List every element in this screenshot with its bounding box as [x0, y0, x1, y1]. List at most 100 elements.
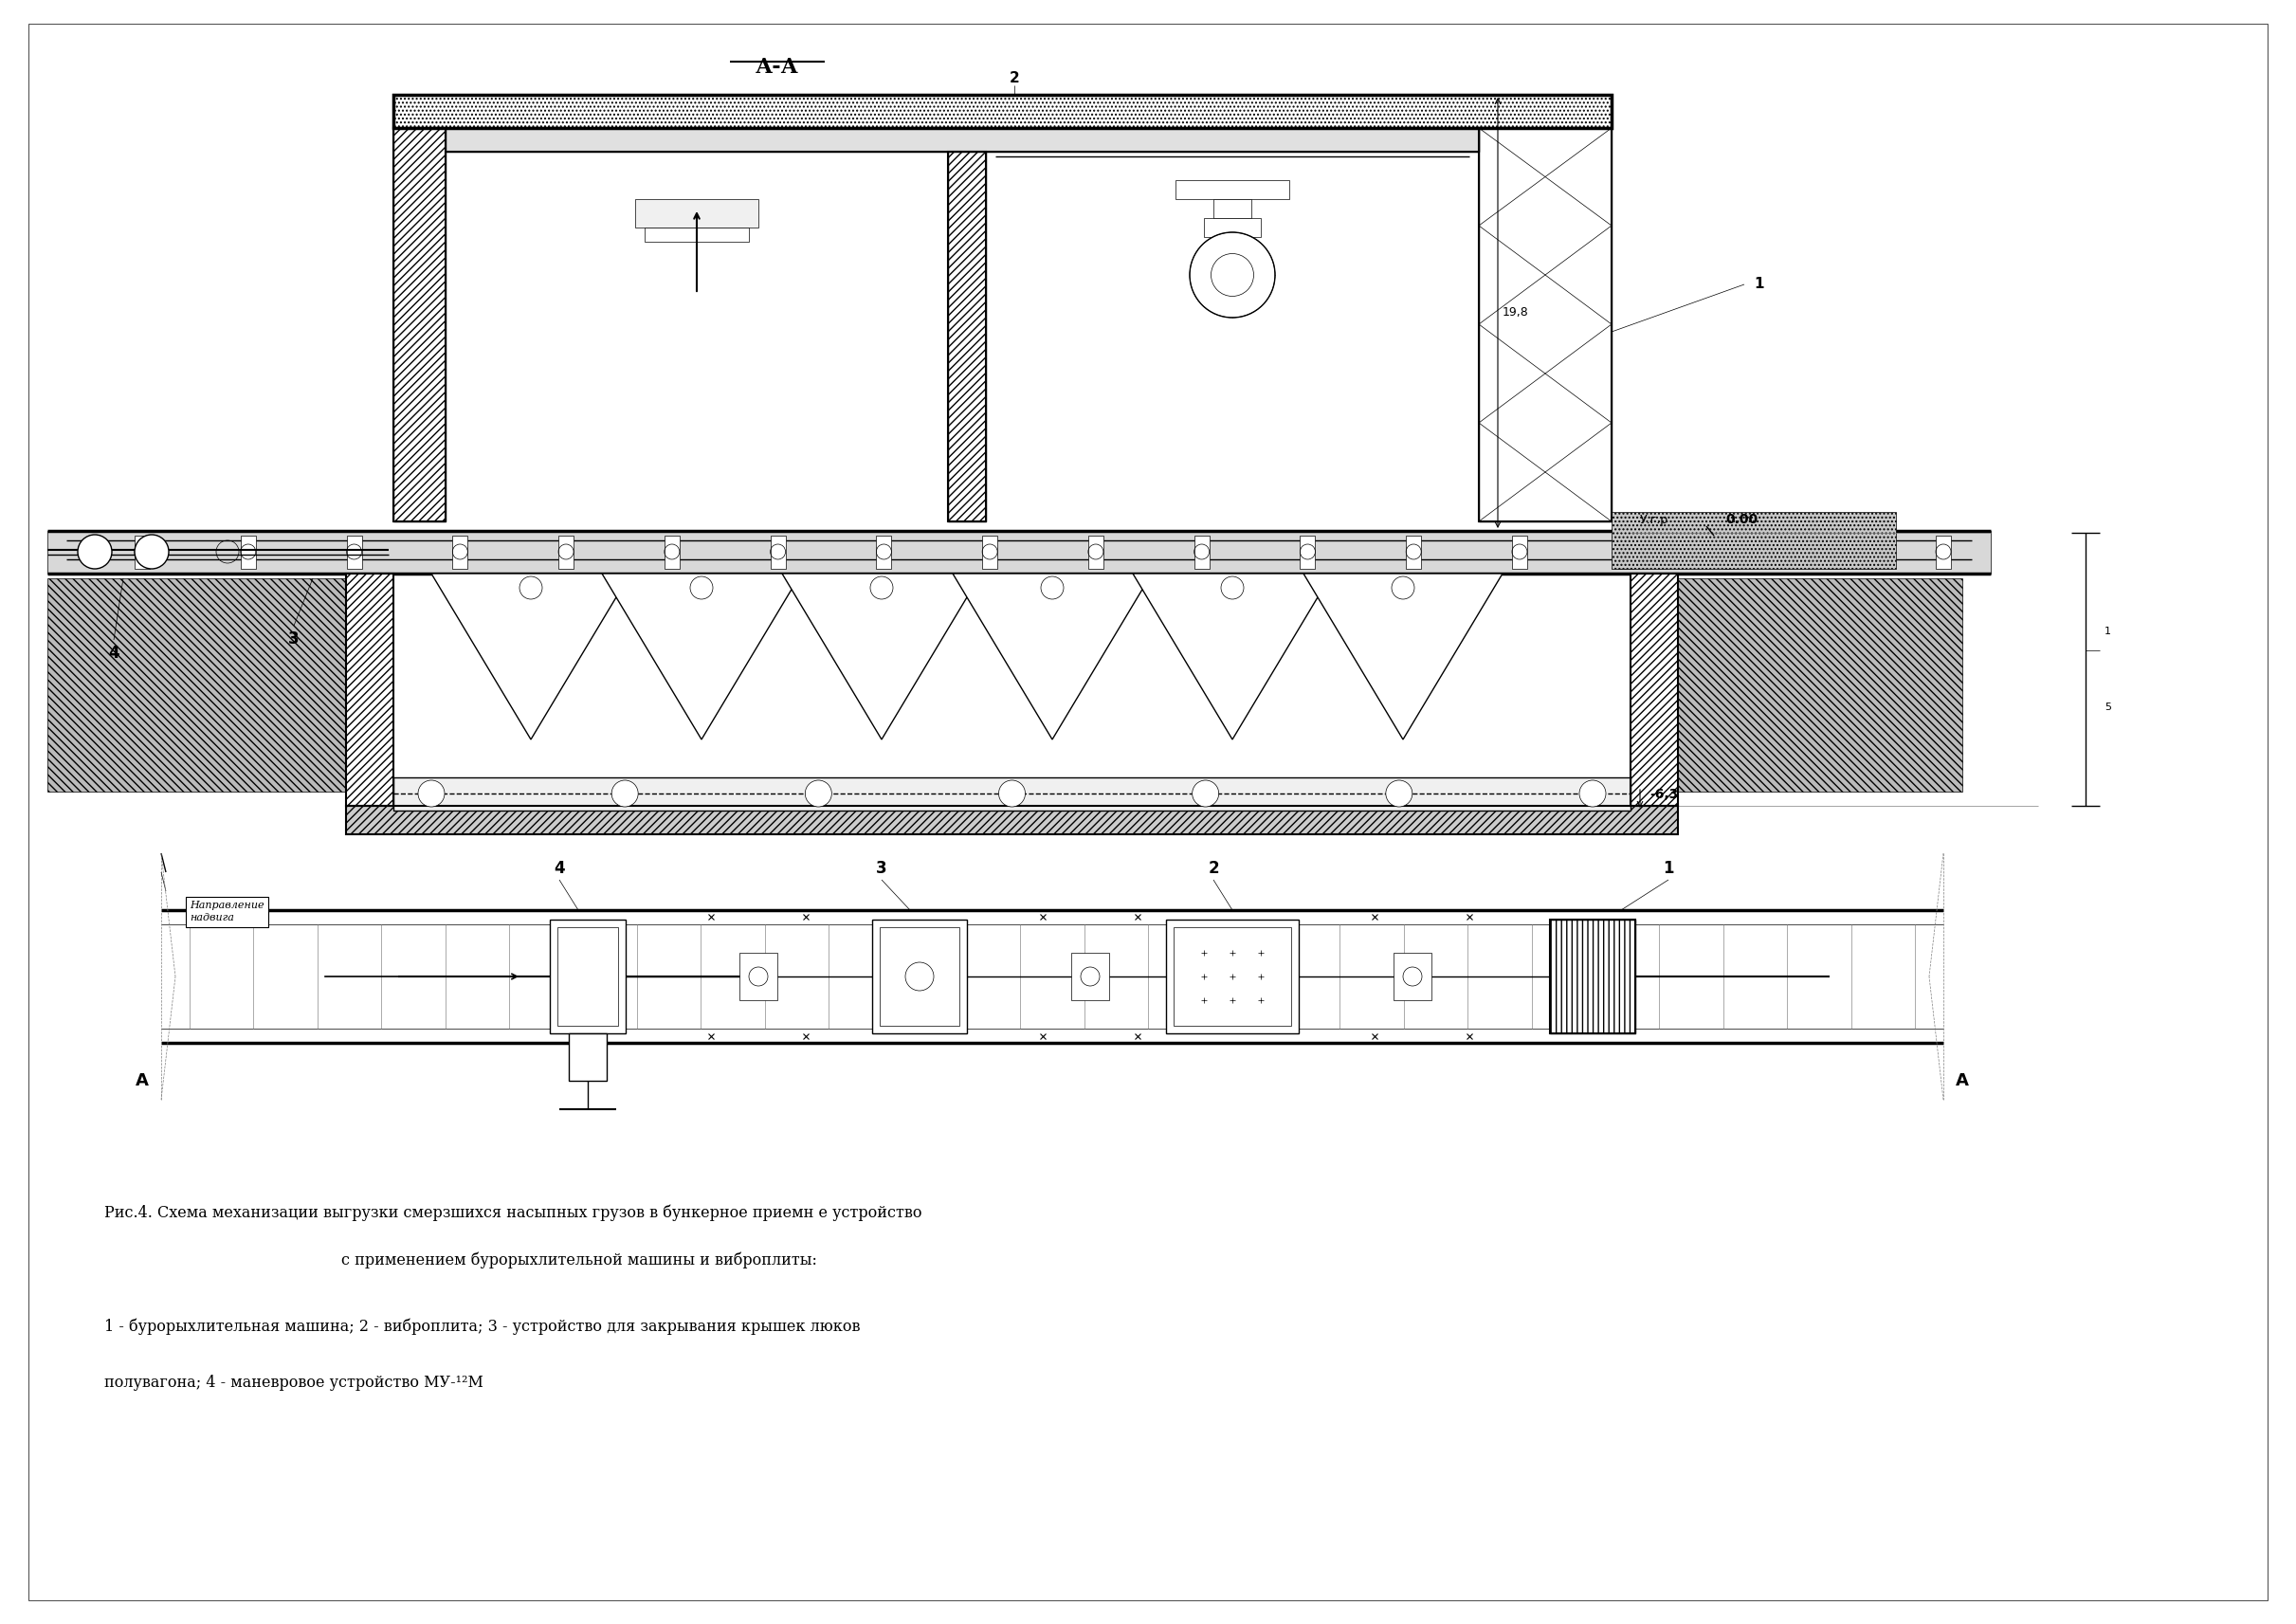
Bar: [393, 94, 1612, 128]
Bar: [393, 778, 1630, 810]
Bar: [1166, 919, 1300, 1033]
Text: 19,8: 19,8: [1502, 307, 1529, 318]
Bar: [1612, 512, 1896, 568]
Circle shape: [1189, 232, 1274, 318]
Text: 4: 4: [553, 859, 565, 877]
Bar: [393, 128, 445, 521]
Bar: [636, 200, 758, 227]
Bar: [1550, 919, 1635, 1033]
Bar: [645, 227, 748, 242]
Bar: [1212, 200, 1251, 218]
Bar: [347, 806, 1678, 835]
Bar: [948, 151, 985, 521]
Polygon shape: [1132, 573, 1332, 739]
Bar: [983, 536, 996, 568]
Bar: [347, 806, 1678, 835]
Bar: [1479, 128, 1612, 521]
Polygon shape: [953, 573, 1153, 739]
Bar: [664, 536, 680, 568]
Bar: [1394, 953, 1430, 1000]
Text: 1 - бурорыхлительная машина; 2 - виброплита; 3 - устройство для закрывания крыше: 1 - бурорыхлительная машина; 2 - вибропл…: [103, 1317, 861, 1335]
Bar: [347, 536, 363, 568]
Text: 3: 3: [877, 859, 886, 877]
Text: А: А: [135, 1072, 149, 1090]
Bar: [872, 919, 967, 1033]
Polygon shape: [783, 573, 980, 739]
Text: У.г.р: У.г.р: [1639, 513, 1669, 526]
Bar: [1936, 536, 1952, 568]
Bar: [879, 927, 960, 1026]
Text: -6,3: -6,3: [1649, 788, 1678, 801]
Bar: [1479, 128, 1612, 521]
Polygon shape: [602, 573, 801, 739]
Bar: [452, 536, 468, 568]
Circle shape: [806, 780, 831, 807]
Text: полувагона; 4 - маневровое устройство МУ-¹²М: полувагона; 4 - маневровое устройство МУ…: [103, 1374, 484, 1390]
Bar: [135, 536, 149, 568]
Bar: [347, 573, 393, 806]
Bar: [1173, 927, 1290, 1026]
Circle shape: [1387, 780, 1412, 807]
Polygon shape: [436, 578, 627, 734]
Bar: [241, 536, 255, 568]
Polygon shape: [1137, 578, 1327, 734]
Text: 1: 1: [1662, 859, 1674, 877]
Bar: [1176, 180, 1290, 200]
Text: 1: 1: [2105, 627, 2110, 637]
Polygon shape: [1309, 578, 1497, 734]
Bar: [1678, 578, 1963, 791]
Circle shape: [1192, 780, 1219, 807]
Circle shape: [999, 780, 1026, 807]
Bar: [1405, 536, 1421, 568]
Polygon shape: [606, 578, 797, 734]
Circle shape: [611, 780, 638, 807]
Bar: [948, 151, 985, 521]
Text: А: А: [1956, 1072, 1970, 1090]
Bar: [1072, 953, 1109, 1000]
Bar: [771, 536, 785, 568]
Bar: [739, 953, 778, 1000]
Bar: [48, 578, 347, 791]
Bar: [1630, 573, 1678, 806]
Text: 4: 4: [108, 645, 119, 661]
Circle shape: [78, 534, 113, 568]
Text: Направление
надвига: Направление надвига: [191, 901, 264, 922]
Text: 3: 3: [289, 630, 298, 648]
Polygon shape: [432, 573, 631, 739]
Bar: [1203, 218, 1261, 237]
Bar: [1724, 536, 1738, 568]
Text: 1: 1: [1754, 278, 1763, 292]
Text: 2: 2: [1010, 71, 1019, 86]
Bar: [445, 128, 1479, 151]
Text: 5: 5: [2105, 703, 2110, 711]
Bar: [877, 536, 891, 568]
Bar: [558, 927, 618, 1026]
Bar: [1619, 536, 1632, 568]
Bar: [393, 94, 1612, 128]
Circle shape: [418, 780, 445, 807]
Circle shape: [1210, 253, 1254, 296]
Polygon shape: [788, 578, 976, 734]
Polygon shape: [957, 578, 1148, 734]
Text: А-А: А-А: [755, 57, 799, 78]
Bar: [569, 1033, 606, 1080]
Polygon shape: [1304, 573, 1502, 739]
Circle shape: [1580, 780, 1605, 807]
Bar: [48, 531, 1991, 573]
Text: 0.00: 0.00: [1724, 513, 1759, 526]
Bar: [1513, 536, 1527, 568]
Circle shape: [135, 534, 168, 568]
Bar: [1550, 919, 1635, 1033]
Bar: [1088, 536, 1104, 568]
Bar: [1300, 536, 1316, 568]
Bar: [347, 573, 393, 806]
Bar: [393, 128, 445, 521]
Bar: [1630, 573, 1678, 806]
Text: Рис.4. Схема механизации выгрузки смерзшихся насыпных грузов в бункерное приемн : Рис.4. Схема механизации выгрузки смерзш…: [103, 1203, 923, 1221]
Text: 2: 2: [1208, 859, 1219, 877]
Bar: [558, 536, 574, 568]
Bar: [549, 919, 627, 1033]
Bar: [1830, 536, 1846, 568]
Bar: [1194, 536, 1210, 568]
Text: с применением бурорыхлительной машины и виброплиты:: с применением бурорыхлительной машины и …: [342, 1252, 817, 1268]
